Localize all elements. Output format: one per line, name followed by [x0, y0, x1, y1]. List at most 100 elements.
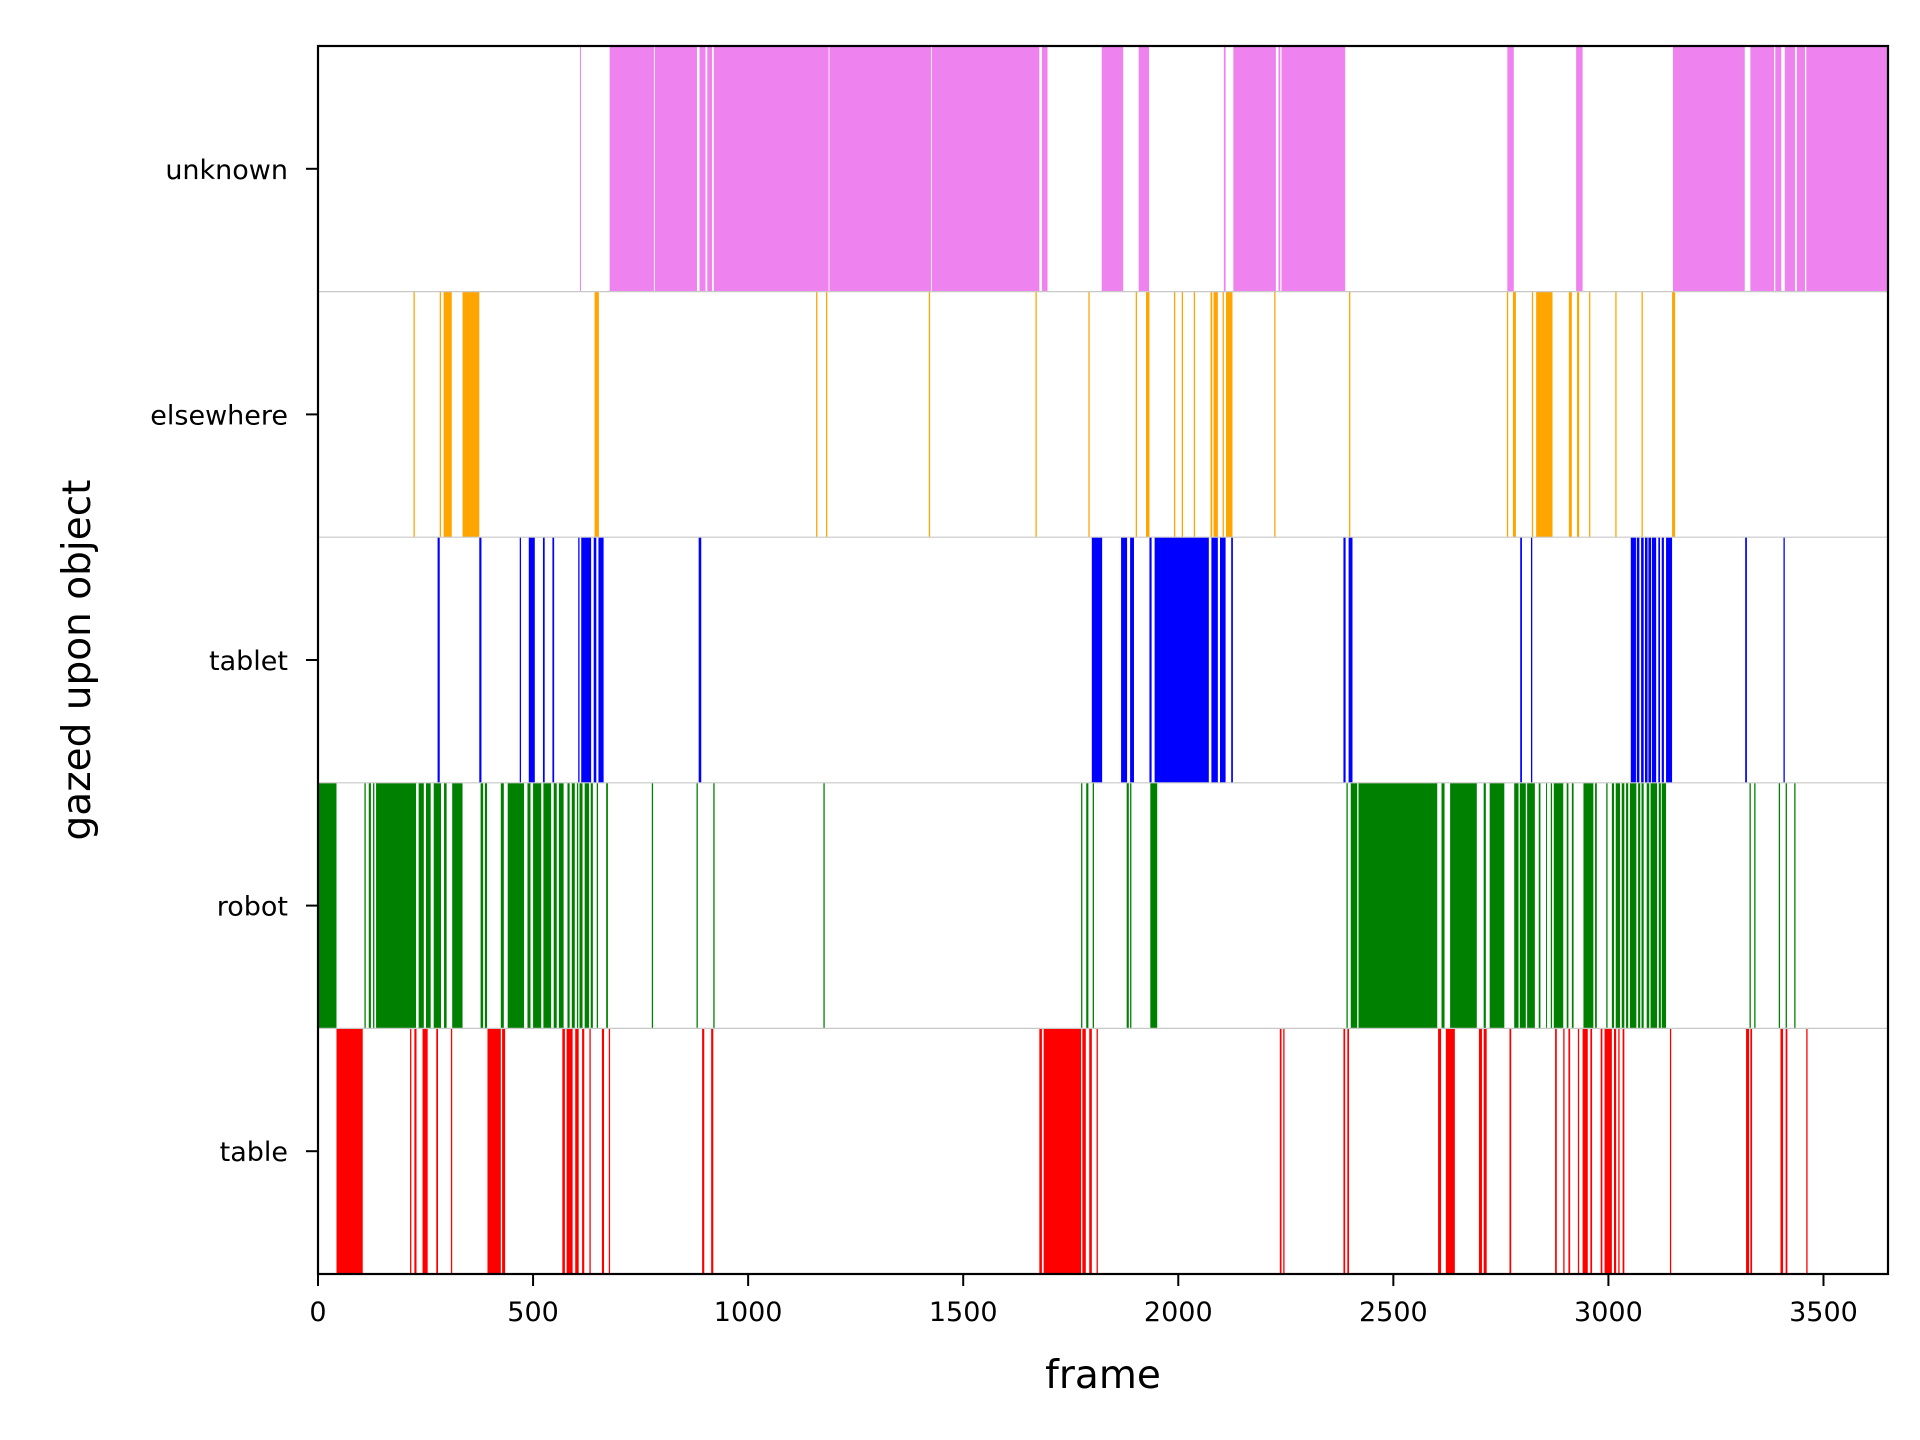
event-band-tablet-11 — [1091, 537, 1103, 783]
event-band-elsewhere-28 — [1615, 291, 1617, 538]
x-tick-label-2500: 2500 — [1359, 1297, 1428, 1328]
event-band-elsewhere-14 — [1193, 291, 1196, 538]
event-band-robot-59 — [1626, 782, 1629, 1029]
event-band-elsewhere-15 — [1210, 291, 1213, 538]
x-tick-label-0: 0 — [309, 1297, 326, 1328]
event-band-table-35 — [1582, 1028, 1588, 1274]
event-band-table-13 — [601, 1028, 605, 1274]
event-band-tablet-6 — [578, 537, 580, 783]
event-band-tablet-31 — [1666, 537, 1673, 783]
event-band-table-10 — [575, 1028, 579, 1274]
event-band-tablet-29 — [1658, 537, 1661, 783]
event-band-table-36 — [1590, 1028, 1593, 1274]
event-band-tablet-23 — [1630, 537, 1636, 783]
event-band-robot-63 — [1646, 782, 1650, 1029]
event-band-table-42 — [1669, 1028, 1672, 1274]
event-band-table-11 — [582, 1028, 585, 1274]
event-band-unknown-20 — [1784, 46, 1796, 292]
event-band-robot-40 — [1441, 782, 1445, 1029]
event-band-robot-1 — [364, 782, 366, 1029]
event-band-tablet-32 — [1745, 537, 1747, 783]
event-band-tablet-26 — [1644, 537, 1648, 783]
event-band-robot-62 — [1641, 782, 1644, 1029]
y-axis: unknown elsewhere tablet robot table — [150, 155, 318, 1168]
event-band-robot-22 — [579, 782, 583, 1029]
event-band-tablet-7 — [581, 537, 592, 783]
event-band-tablet-12 — [1121, 537, 1128, 783]
event-band-elsewhere-9 — [1088, 291, 1090, 538]
event-band-elsewhere-24 — [1536, 291, 1553, 538]
event-band-elsewhere-11 — [1146, 291, 1150, 538]
x-tick-label-3000: 3000 — [1574, 1297, 1643, 1328]
event-band-table-34 — [1577, 1028, 1580, 1274]
event-band-tablet-15 — [1154, 537, 1209, 783]
event-band-robot-12 — [500, 782, 504, 1029]
event-band-robot-35 — [1130, 782, 1132, 1029]
y-axis-title: gazed upon object — [55, 480, 100, 841]
event-band-robot-54 — [1595, 782, 1597, 1029]
event-band-elsewhere-5 — [816, 291, 818, 538]
event-band-robot-8 — [444, 782, 447, 1029]
event-band-robot-66 — [1661, 782, 1667, 1029]
event-band-table-16 — [711, 1028, 714, 1274]
event-band-table-14 — [608, 1028, 611, 1274]
event-band-elsewhere-18 — [1226, 291, 1233, 538]
x-tick-label-500: 500 — [507, 1297, 559, 1328]
event-band-table-7 — [502, 1028, 506, 1274]
row-separators — [318, 291, 1888, 1030]
event-band-table-9 — [566, 1028, 573, 1274]
event-band-robot-14 — [527, 782, 531, 1029]
event-band-robot-45 — [1519, 782, 1526, 1029]
event-band-robot-2 — [368, 782, 371, 1029]
event-band-unknown-21 — [1796, 46, 1805, 292]
event-band-table-39 — [1614, 1028, 1617, 1274]
event-band-robot-43 — [1489, 782, 1505, 1029]
event-band-tablet-18 — [1231, 537, 1233, 783]
event-band-unknown-8 — [1041, 46, 1048, 292]
event-band-robot-36 — [1150, 782, 1158, 1029]
x-tick-label-1000: 1000 — [714, 1297, 783, 1328]
event-band-robot-15 — [533, 782, 542, 1029]
event-band-elsewhere-6 — [825, 291, 828, 538]
event-band-unknown-9 — [1101, 46, 1124, 292]
event-band-table-3 — [422, 1028, 428, 1274]
event-band-unknown-1 — [609, 46, 654, 292]
event-band-elsewhere-16 — [1213, 291, 1218, 538]
event-band-table-44 — [1750, 1028, 1753, 1274]
event-band-unknown-3 — [699, 46, 706, 292]
event-band-elsewhere-4 — [594, 291, 599, 538]
event-band-robot-11 — [484, 782, 488, 1029]
x-tick-label-1500: 1500 — [929, 1297, 998, 1328]
event-band-elsewhere-21 — [1506, 291, 1509, 538]
event-band-robot-5 — [418, 782, 424, 1029]
event-band-robot-46 — [1527, 782, 1535, 1029]
event-band-table-33 — [1568, 1028, 1571, 1274]
event-band-unknown-5 — [713, 46, 829, 292]
event-band-robot-48 — [1546, 782, 1548, 1029]
event-band-table-24 — [1343, 1028, 1346, 1274]
event-band-robot-64 — [1650, 782, 1658, 1029]
event-band-robot-58 — [1621, 782, 1625, 1029]
event-band-robot-26 — [606, 782, 608, 1029]
event-band-robot-52 — [1571, 782, 1574, 1029]
event-band-robot-69 — [1778, 782, 1781, 1029]
event-band-tablet-19 — [1343, 537, 1346, 783]
event-band-robot-61 — [1638, 782, 1641, 1029]
x-axis: 0 500 1000 1500 2000 2500 3000 3500 — [309, 1274, 1858, 1328]
event-band-robot-56 — [1611, 782, 1614, 1029]
event-band-robot-32 — [1086, 782, 1089, 1029]
event-band-table-19 — [1082, 1028, 1086, 1274]
event-band-robot-16 — [543, 782, 552, 1029]
event-band-elsewhere-27 — [1589, 291, 1591, 538]
event-band-robot-57 — [1615, 782, 1621, 1029]
event-band-robot-44 — [1514, 782, 1519, 1029]
event-band-table-17 — [1039, 1028, 1042, 1274]
y-tick-label-elsewhere: elsewhere — [150, 400, 288, 431]
event-band-robot-3 — [373, 782, 375, 1029]
event-band-elsewhere-7 — [928, 291, 931, 538]
event-band-table-20 — [1089, 1028, 1092, 1274]
event-band-tablet-25 — [1641, 537, 1644, 783]
event-band-robot-28 — [696, 782, 698, 1029]
event-band-robot-7 — [433, 782, 442, 1029]
event-band-table-1 — [410, 1028, 412, 1274]
